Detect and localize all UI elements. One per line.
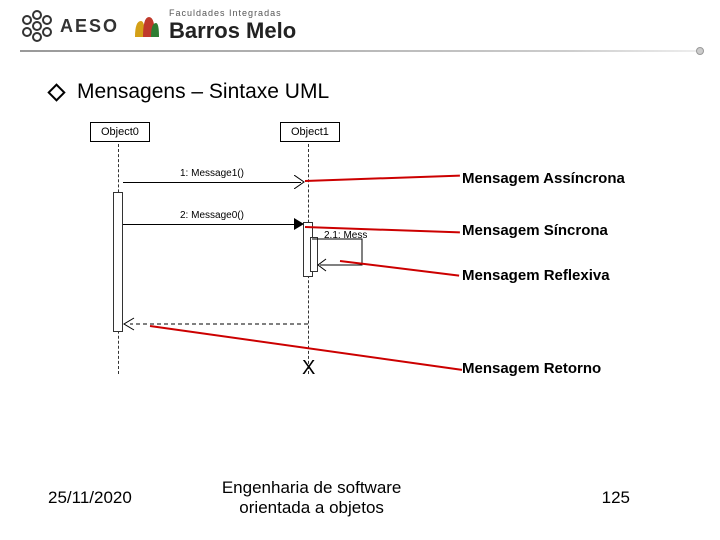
object1-box: Object1 (280, 122, 340, 142)
label-reflex: Mensagem Reflexiva (462, 267, 610, 284)
footer-page: 125 (602, 488, 630, 508)
return-arrow-icon (120, 317, 310, 331)
footer-course-text: Engenharia de software orientada a objet… (222, 478, 402, 518)
header-divider (20, 50, 700, 52)
label-async: Mensagem Assíncrona (462, 170, 625, 187)
bullet-icon (47, 83, 65, 101)
logo-barros: Faculdades Integradas Barros Melo (131, 8, 296, 44)
label-return: Mensagem Retorno (462, 360, 601, 377)
barros-name: Barros Melo (169, 18, 296, 44)
msg2-line (123, 224, 301, 225)
msg2-label: 2: Message0() (180, 210, 244, 221)
destroy-x-icon: X (302, 357, 315, 380)
label-sync: Mensagem Síncrona (462, 222, 608, 239)
slide-header: AESO Faculdades Integradas Barros Melo (0, 0, 720, 44)
barros-text-group: Faculdades Integradas Barros Melo (169, 8, 296, 44)
aeso-icon (20, 9, 54, 43)
object0-box: Object0 (90, 122, 150, 142)
faculdades-label: Faculdades Integradas (169, 8, 296, 18)
logo-aeso: AESO (20, 9, 119, 43)
msg1-label: 1: Message1() (180, 168, 244, 179)
footer-course: Engenharia de software orientada a objet… (222, 478, 402, 518)
uml-diagram: Object0 Object1 1: Message1() 2: Message… (80, 122, 640, 402)
aeso-text: AESO (60, 16, 119, 37)
activation-0 (113, 192, 123, 332)
divider-dot-icon (696, 47, 704, 55)
footer-date: 25/11/2020 (48, 488, 132, 508)
slide-footer: 25/11/2020 Engenharia de software orient… (0, 478, 720, 518)
slide-title: Mensagens – Sintaxe UML (77, 80, 329, 104)
slide-title-row: Mensagens – Sintaxe UML (50, 80, 720, 104)
msg1-line (123, 182, 301, 183)
msg1-arrowhead-open-icon (294, 175, 308, 189)
reflexive-arrow-icon (312, 237, 372, 273)
red-line-async (305, 175, 460, 182)
msg2-arrowhead-filled-icon (294, 218, 308, 232)
barros-icon (131, 11, 161, 41)
